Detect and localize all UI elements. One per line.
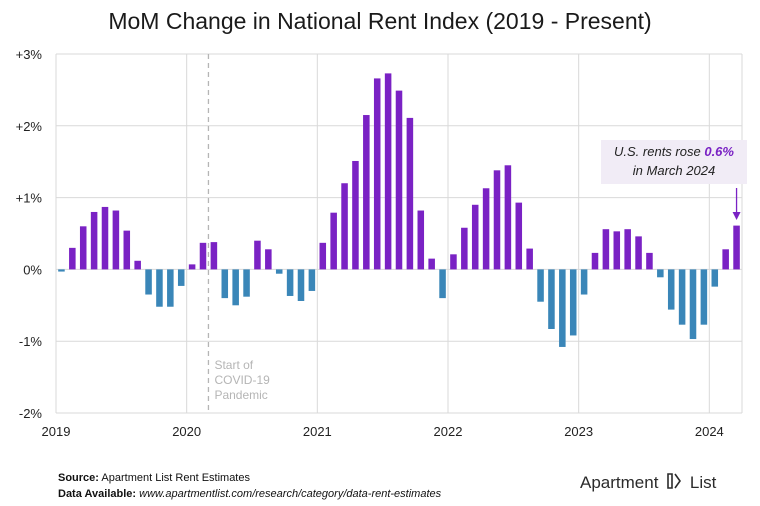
bar bbox=[145, 269, 152, 295]
y-tick-label: -2% bbox=[19, 406, 43, 421]
bar bbox=[722, 249, 729, 270]
bar bbox=[678, 269, 686, 325]
bar bbox=[286, 269, 294, 296]
bar bbox=[700, 269, 708, 325]
bar bbox=[493, 170, 501, 270]
y-tick-label: +3% bbox=[16, 47, 43, 62]
bar bbox=[123, 230, 131, 270]
bar bbox=[537, 269, 544, 302]
bar bbox=[450, 254, 457, 270]
callout-value: 0.6% bbox=[704, 144, 734, 159]
arrow-head bbox=[732, 212, 741, 220]
bar bbox=[243, 269, 250, 297]
bar bbox=[515, 202, 523, 270]
bar bbox=[417, 210, 425, 270]
bar bbox=[689, 269, 697, 340]
x-tick-label: 2020 bbox=[172, 424, 201, 439]
available-link[interactable]: www.apartmentlist.com/research/category/… bbox=[139, 488, 442, 500]
bar bbox=[548, 269, 555, 329]
bar bbox=[69, 247, 76, 270]
x-tick-label: 2019 bbox=[42, 424, 71, 439]
y-tick-label: +2% bbox=[16, 119, 43, 134]
bar bbox=[602, 229, 610, 270]
logo: Apartment List bbox=[580, 472, 716, 493]
bar bbox=[395, 90, 403, 270]
bar bbox=[330, 212, 337, 270]
logo-icon bbox=[667, 473, 682, 489]
bar bbox=[199, 242, 207, 270]
bar bbox=[79, 226, 87, 270]
bar bbox=[657, 269, 664, 278]
chart-title: MoM Change in National Rent Index (2019 … bbox=[108, 8, 652, 34]
bar bbox=[428, 258, 435, 270]
bar bbox=[482, 188, 490, 270]
bars bbox=[58, 73, 740, 347]
callout-arrow bbox=[732, 188, 741, 220]
bar bbox=[373, 78, 381, 270]
logo-word-2: List bbox=[689, 473, 717, 492]
bar bbox=[221, 269, 229, 299]
bar bbox=[341, 183, 348, 270]
bar bbox=[591, 252, 599, 270]
bar bbox=[112, 210, 120, 270]
source-text: Apartment List Rent Estimates bbox=[101, 472, 250, 484]
covid-label-line-2: COVID-19 bbox=[214, 373, 270, 387]
source-label: Source: bbox=[58, 472, 99, 484]
y-tick-label: 0% bbox=[23, 262, 42, 277]
x-tick-label: 2024 bbox=[695, 424, 724, 439]
bar bbox=[733, 225, 740, 270]
bar bbox=[58, 269, 65, 272]
bar bbox=[580, 269, 588, 295]
bar bbox=[167, 269, 174, 307]
callout-pre: U.S. rents rose bbox=[614, 144, 701, 159]
bar bbox=[134, 260, 141, 270]
bar bbox=[646, 252, 653, 270]
bar bbox=[613, 231, 621, 270]
x-axis: 2019 2020 2021 2022 2023 2024 bbox=[42, 424, 724, 439]
bar bbox=[559, 269, 566, 347]
bar bbox=[504, 165, 512, 270]
bar bbox=[319, 242, 327, 270]
bar bbox=[297, 269, 305, 301]
available-label: Data Available: bbox=[58, 488, 137, 500]
bar bbox=[635, 236, 642, 270]
y-tick-label: +1% bbox=[16, 191, 43, 206]
bar bbox=[667, 269, 675, 310]
bar bbox=[188, 264, 196, 270]
x-tick-label: 2022 bbox=[434, 424, 463, 439]
x-tick-label: 2021 bbox=[303, 424, 332, 439]
bar bbox=[254, 240, 261, 270]
bar bbox=[363, 115, 370, 270]
bar bbox=[90, 211, 98, 270]
bar bbox=[471, 204, 479, 270]
covid-label-line-3: Pandemic bbox=[214, 388, 267, 402]
bar bbox=[352, 160, 359, 270]
bar bbox=[265, 249, 272, 270]
callout: U.S. rents rose 0.6% in March 2024 bbox=[601, 140, 747, 184]
bar bbox=[177, 269, 185, 286]
bar bbox=[711, 269, 719, 287]
bar bbox=[275, 269, 283, 274]
bar bbox=[101, 206, 109, 270]
x-tick-label: 2023 bbox=[564, 424, 593, 439]
bar bbox=[569, 269, 577, 336]
bar bbox=[308, 269, 316, 291]
y-tick-label: -1% bbox=[19, 334, 43, 349]
y-axis: +3% +2% +1% 0% -1% -2% bbox=[16, 47, 43, 421]
bar bbox=[156, 269, 163, 307]
bar bbox=[406, 117, 414, 270]
bar bbox=[624, 229, 631, 270]
bar bbox=[461, 227, 468, 270]
bar bbox=[384, 73, 392, 270]
bar bbox=[439, 269, 446, 299]
covid-label: Start of COVID-19 Pandemic bbox=[214, 358, 273, 402]
bar bbox=[210, 242, 218, 270]
bar bbox=[526, 248, 533, 270]
footer: Source: Apartment List Rent Estimates Da… bbox=[58, 470, 441, 502]
callout-post: in March 2024 bbox=[632, 163, 716, 178]
bar bbox=[232, 269, 239, 306]
logo-word-1: Apartment bbox=[580, 473, 659, 492]
covid-label-line-1: Start of bbox=[214, 358, 253, 372]
